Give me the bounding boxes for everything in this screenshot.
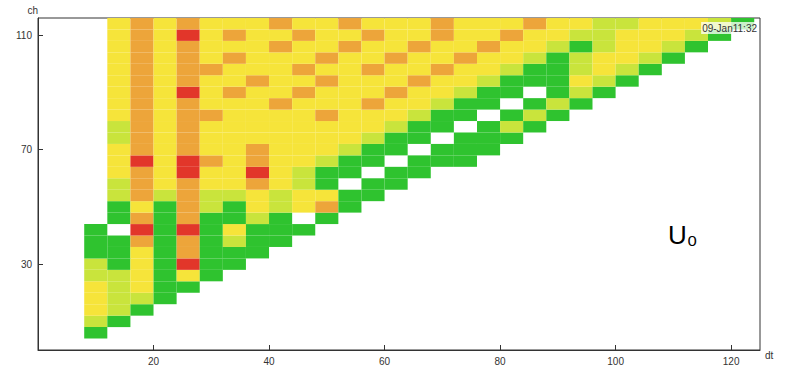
svg-text:70: 70	[21, 144, 33, 155]
svg-text:30: 30	[21, 259, 33, 270]
svg-text:40: 40	[263, 356, 275, 367]
svg-text:dt: dt	[765, 350, 774, 361]
svg-text:ch: ch	[27, 5, 38, 16]
svg-text:U₀: U₀	[668, 220, 698, 250]
svg-text:120: 120	[723, 356, 740, 367]
svg-text:20: 20	[148, 356, 160, 367]
svg-text:100: 100	[607, 356, 624, 367]
svg-text:09-Jan11:32: 09-Jan11:32	[702, 23, 757, 34]
svg-text:60: 60	[379, 356, 391, 367]
svg-text:110: 110	[16, 30, 32, 41]
svg-text:80: 80	[495, 356, 507, 367]
